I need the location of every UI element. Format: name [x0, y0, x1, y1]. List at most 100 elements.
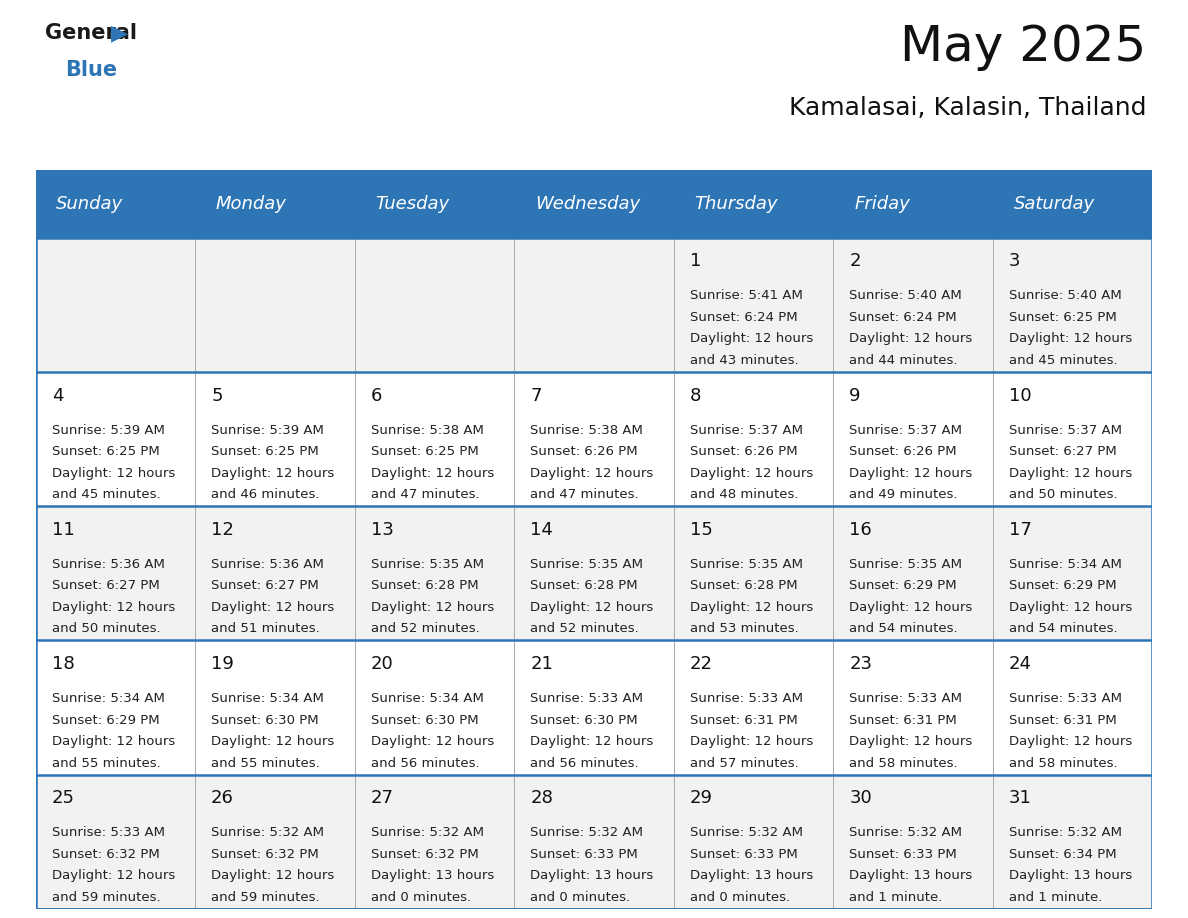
Text: Sunrise: 5:37 AM: Sunrise: 5:37 AM — [849, 423, 962, 437]
Text: Sunrise: 5:39 AM: Sunrise: 5:39 AM — [211, 423, 324, 437]
Text: and 50 minutes.: and 50 minutes. — [51, 622, 160, 635]
Text: Sunrise: 5:32 AM: Sunrise: 5:32 AM — [211, 826, 324, 839]
Text: and 51 minutes.: and 51 minutes. — [211, 622, 320, 635]
Text: 11: 11 — [51, 521, 75, 539]
Text: and 57 minutes.: and 57 minutes. — [690, 756, 798, 769]
Bar — [36, 506, 1152, 641]
Text: and 56 minutes.: and 56 minutes. — [530, 756, 639, 769]
Text: Daylight: 12 hours: Daylight: 12 hours — [371, 466, 494, 480]
Text: and 56 minutes.: and 56 minutes. — [371, 756, 479, 769]
Text: and 43 minutes.: and 43 minutes. — [690, 354, 798, 367]
Text: Sunrise: 5:32 AM: Sunrise: 5:32 AM — [371, 826, 484, 839]
Bar — [36, 170, 195, 238]
Text: Sunrise: 5:33 AM: Sunrise: 5:33 AM — [690, 692, 803, 705]
Text: Daylight: 12 hours: Daylight: 12 hours — [51, 735, 175, 748]
Text: Sunrise: 5:38 AM: Sunrise: 5:38 AM — [530, 423, 643, 437]
Text: 14: 14 — [530, 521, 554, 539]
Bar — [36, 238, 1152, 372]
Text: Sunset: 6:29 PM: Sunset: 6:29 PM — [1009, 579, 1117, 592]
Text: Sunday: Sunday — [56, 195, 124, 213]
Text: Daylight: 12 hours: Daylight: 12 hours — [1009, 735, 1132, 748]
Text: May 2025: May 2025 — [901, 23, 1146, 71]
Text: and 54 minutes.: and 54 minutes. — [849, 622, 958, 635]
Text: 3: 3 — [1009, 252, 1020, 270]
Text: Sunset: 6:28 PM: Sunset: 6:28 PM — [530, 579, 638, 592]
Text: Sunrise: 5:34 AM: Sunrise: 5:34 AM — [51, 692, 164, 705]
Bar — [355, 170, 514, 238]
Text: Sunrise: 5:36 AM: Sunrise: 5:36 AM — [51, 558, 164, 571]
Text: 29: 29 — [690, 789, 713, 807]
Text: 15: 15 — [690, 521, 713, 539]
Text: and 1 minute.: and 1 minute. — [1009, 891, 1102, 904]
Text: and 59 minutes.: and 59 minutes. — [211, 891, 320, 904]
Text: Sunrise: 5:34 AM: Sunrise: 5:34 AM — [371, 692, 484, 705]
Bar — [674, 170, 833, 238]
Text: 6: 6 — [371, 386, 383, 405]
Text: Sunset: 6:33 PM: Sunset: 6:33 PM — [690, 848, 797, 861]
Text: 8: 8 — [690, 386, 701, 405]
Text: Daylight: 12 hours: Daylight: 12 hours — [530, 735, 653, 748]
Text: and 48 minutes.: and 48 minutes. — [690, 488, 798, 501]
Bar — [993, 170, 1152, 238]
Text: 16: 16 — [849, 521, 872, 539]
Text: Tuesday: Tuesday — [375, 195, 449, 213]
Text: Daylight: 12 hours: Daylight: 12 hours — [1009, 466, 1132, 480]
Text: Sunrise: 5:36 AM: Sunrise: 5:36 AM — [211, 558, 324, 571]
Text: Sunrise: 5:40 AM: Sunrise: 5:40 AM — [1009, 289, 1121, 302]
Text: 2: 2 — [849, 252, 861, 270]
Text: 10: 10 — [1009, 386, 1031, 405]
Text: Sunset: 6:25 PM: Sunset: 6:25 PM — [1009, 311, 1117, 324]
Text: Sunset: 6:30 PM: Sunset: 6:30 PM — [530, 713, 638, 727]
Text: Sunset: 6:32 PM: Sunset: 6:32 PM — [51, 848, 159, 861]
Text: Sunset: 6:25 PM: Sunset: 6:25 PM — [371, 445, 479, 458]
Text: Sunset: 6:31 PM: Sunset: 6:31 PM — [849, 713, 958, 727]
Text: Blue: Blue — [65, 60, 118, 80]
Text: 9: 9 — [849, 386, 861, 405]
Text: and 50 minutes.: and 50 minutes. — [1009, 488, 1118, 501]
Bar — [833, 170, 993, 238]
Text: Daylight: 12 hours: Daylight: 12 hours — [530, 466, 653, 480]
Text: and 45 minutes.: and 45 minutes. — [1009, 354, 1118, 367]
Text: and 55 minutes.: and 55 minutes. — [51, 756, 160, 769]
Text: Sunset: 6:29 PM: Sunset: 6:29 PM — [51, 713, 159, 727]
Text: Sunset: 6:24 PM: Sunset: 6:24 PM — [690, 311, 797, 324]
Text: and 0 minutes.: and 0 minutes. — [371, 891, 470, 904]
Text: Daylight: 13 hours: Daylight: 13 hours — [371, 869, 494, 882]
Text: Daylight: 12 hours: Daylight: 12 hours — [849, 735, 973, 748]
Text: Sunrise: 5:33 AM: Sunrise: 5:33 AM — [530, 692, 643, 705]
Text: Sunrise: 5:35 AM: Sunrise: 5:35 AM — [690, 558, 803, 571]
Text: Thursday: Thursday — [695, 195, 778, 213]
Text: and 53 minutes.: and 53 minutes. — [690, 622, 798, 635]
Text: Daylight: 12 hours: Daylight: 12 hours — [211, 466, 334, 480]
Text: Sunset: 6:29 PM: Sunset: 6:29 PM — [849, 579, 956, 592]
Text: Sunrise: 5:32 AM: Sunrise: 5:32 AM — [690, 826, 803, 839]
Text: Daylight: 12 hours: Daylight: 12 hours — [849, 332, 973, 345]
Text: and 44 minutes.: and 44 minutes. — [849, 354, 958, 367]
Text: and 47 minutes.: and 47 minutes. — [530, 488, 639, 501]
Text: Sunrise: 5:34 AM: Sunrise: 5:34 AM — [1009, 558, 1121, 571]
Text: General: General — [45, 23, 137, 43]
Text: Saturday: Saturday — [1013, 195, 1094, 213]
Text: 27: 27 — [371, 789, 393, 807]
Text: Daylight: 12 hours: Daylight: 12 hours — [51, 466, 175, 480]
Bar — [36, 372, 1152, 506]
Text: and 47 minutes.: and 47 minutes. — [371, 488, 479, 501]
Text: Daylight: 13 hours: Daylight: 13 hours — [1009, 869, 1132, 882]
Bar — [514, 170, 674, 238]
Text: Daylight: 12 hours: Daylight: 12 hours — [530, 601, 653, 614]
Text: ▶: ▶ — [110, 23, 127, 43]
Text: Sunrise: 5:32 AM: Sunrise: 5:32 AM — [530, 826, 643, 839]
Text: 20: 20 — [371, 655, 393, 673]
Text: Sunset: 6:26 PM: Sunset: 6:26 PM — [849, 445, 956, 458]
Text: Sunrise: 5:34 AM: Sunrise: 5:34 AM — [211, 692, 324, 705]
Text: 5: 5 — [211, 386, 222, 405]
Text: 30: 30 — [849, 789, 872, 807]
Text: Sunset: 6:33 PM: Sunset: 6:33 PM — [530, 848, 638, 861]
Text: Daylight: 12 hours: Daylight: 12 hours — [690, 601, 813, 614]
Text: Daylight: 12 hours: Daylight: 12 hours — [371, 735, 494, 748]
Text: Sunset: 6:28 PM: Sunset: 6:28 PM — [690, 579, 797, 592]
Text: 17: 17 — [1009, 521, 1031, 539]
Text: and 0 minutes.: and 0 minutes. — [530, 891, 631, 904]
Text: and 55 minutes.: and 55 minutes. — [211, 756, 320, 769]
Text: 13: 13 — [371, 521, 393, 539]
